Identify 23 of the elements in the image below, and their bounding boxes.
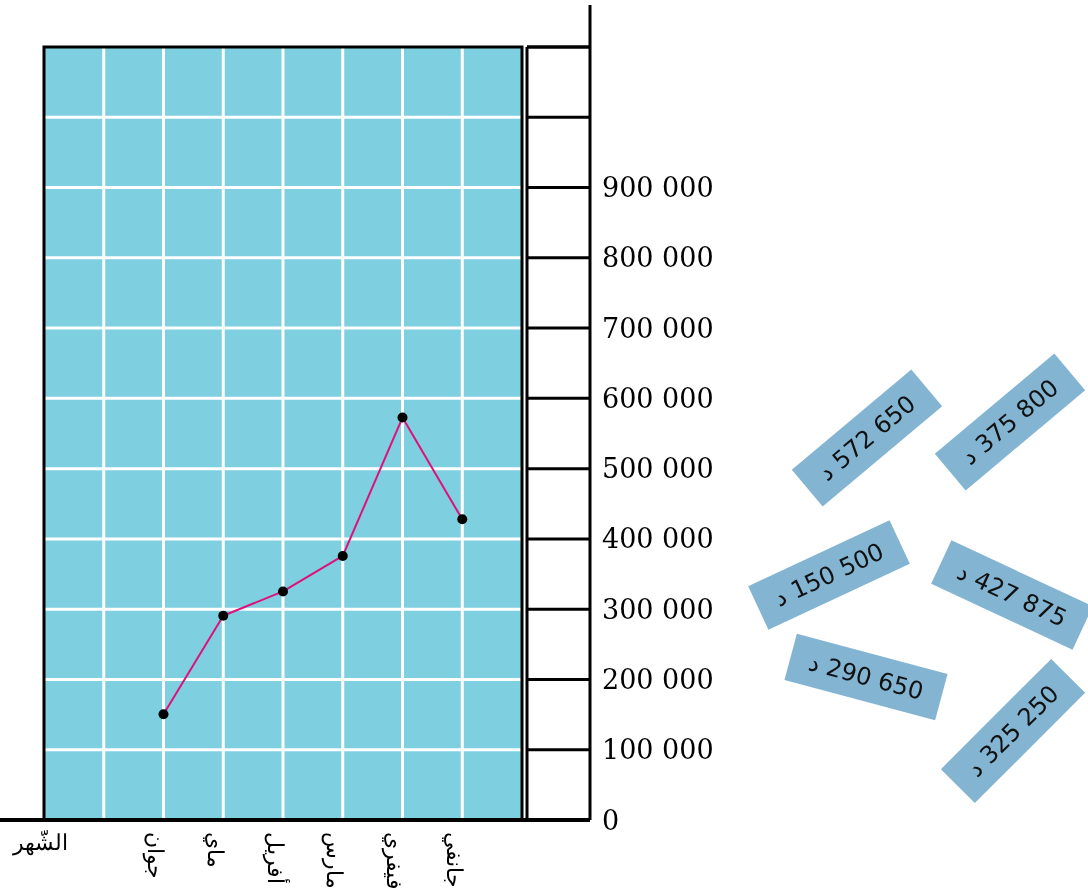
x-tick-label: مارس <box>321 832 348 889</box>
y-tick-label: 800 000 <box>602 242 714 274</box>
x-tick-label: فيفري <box>381 832 407 890</box>
x-tick-label: جانفي <box>441 832 467 888</box>
picture-card: د 572 650 <box>791 369 943 507</box>
x-tick-label: ماي <box>202 832 228 868</box>
picture-card: د 290 650 <box>784 633 948 721</box>
picture-card: د 150 500 <box>748 520 910 630</box>
y-tick-label: 700 000 <box>602 312 714 344</box>
picture-card: د 375 800 <box>934 353 1086 491</box>
y-tick-label: 300 000 <box>602 593 714 625</box>
y-tick-label: 900 000 <box>602 172 714 204</box>
y-tick-label: 200 000 <box>602 663 714 695</box>
picture-card: د 427 875 <box>931 540 1088 650</box>
x-tick-label: جوان <box>142 832 168 879</box>
y-tick-label: 400 000 <box>602 523 714 555</box>
y-tick-label: 100 000 <box>602 734 714 766</box>
x-tick-label: أفريل <box>261 832 291 884</box>
picture-card: د 325 250 <box>940 658 1086 804</box>
y-tick-label: 500 000 <box>602 453 714 485</box>
y-tick-label: 0 <box>602 804 620 836</box>
x-axis-title: الشّهر <box>11 829 68 856</box>
y-tick-label: 600 000 <box>602 382 714 414</box>
